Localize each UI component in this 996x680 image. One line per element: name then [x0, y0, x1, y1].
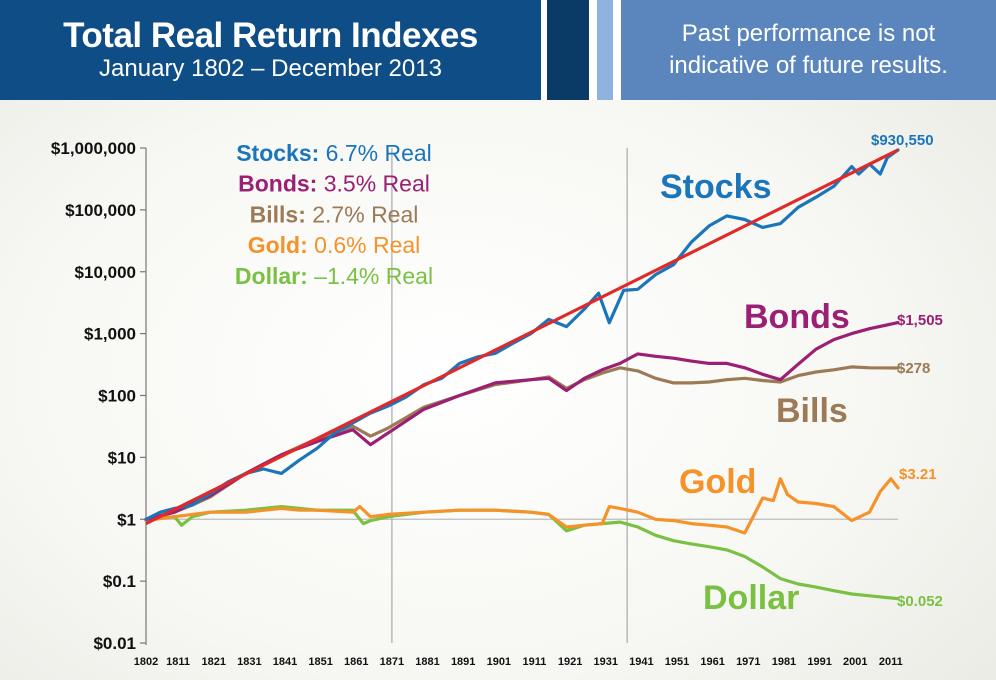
y-tick-label: $100,000	[65, 201, 136, 220]
x-tick-label: 1891	[451, 656, 475, 668]
y-tick-label: $1,000,000	[51, 139, 136, 158]
header-stripe	[589, 0, 597, 100]
stocks-series-label: Stocks	[660, 168, 772, 206]
stocks-series-line	[144, 148, 900, 521]
bills-series-line	[144, 365, 900, 521]
x-tick-label: 1971	[736, 656, 760, 668]
header-title-panel: Total Real Return Indexes January 1802 –…	[0, 0, 541, 100]
stocks-legend-value: 6.7% Real	[326, 140, 432, 166]
bills-legend-name: Bills:	[250, 201, 313, 227]
bills-series-label: Bills	[776, 392, 848, 430]
x-tick-label: 1921	[558, 656, 582, 668]
x-tick-label: 1881	[415, 656, 439, 668]
dollar-series-label: Dollar	[703, 579, 799, 617]
chart-subtitle: January 1802 – December 2013	[99, 55, 442, 82]
x-tick-label: 1931	[594, 656, 618, 668]
gold-legend-name: Gold:	[248, 232, 314, 258]
x-tick-label: 1831	[237, 656, 261, 668]
bonds-end-value-label: $1,505	[897, 312, 943, 329]
x-tick-label: 1901	[487, 656, 511, 668]
gold-legend-value: 0.6% Real	[314, 232, 420, 258]
x-tick-label: 1871	[380, 656, 404, 668]
bonds-series-label: Bonds	[744, 298, 850, 336]
dollar-legend-value: –1.4% Real	[314, 263, 433, 289]
x-tick-label: 2001	[843, 656, 867, 668]
disclaimer-line-1: Past performance is not	[681, 20, 936, 47]
y-tick-label: $100	[98, 387, 136, 406]
x-tick-label: 1821	[201, 656, 225, 668]
bills-legend-value: 2.7% Real	[312, 201, 418, 227]
gold-series-line	[144, 477, 900, 535]
x-tick-label: 1911	[523, 656, 547, 668]
dollar-series-line	[144, 505, 900, 601]
stocks-end-value-label: $930,550	[871, 132, 934, 149]
x-tick-label: 1851	[308, 656, 332, 668]
x-tick-label: 1941	[629, 656, 653, 668]
gold-legend-entry: Gold: 0.6% Real	[248, 232, 421, 258]
x-tick-label: 1991	[807, 656, 831, 668]
dollar-end-value-label: $0.052	[897, 593, 943, 610]
stocks-legend-entry: Stocks: 6.7% Real	[236, 140, 432, 166]
y-tick-label: $1,000	[84, 325, 136, 344]
gold-end-value-label: $3.21	[899, 466, 937, 483]
y-tick-label: $10	[108, 448, 136, 467]
y-tick-label: $1	[117, 510, 136, 529]
x-tick-label: 1961	[700, 656, 724, 668]
x-tick-label: 1841	[273, 656, 297, 668]
dollar-legend-name: Dollar:	[235, 263, 314, 289]
stocks-legend-name: Stocks:	[236, 140, 325, 166]
header-stripe	[597, 0, 613, 100]
header-stripe	[547, 0, 589, 100]
stocks-trend-line	[145, 148, 899, 526]
y-tick-label: $0.01	[93, 634, 136, 653]
y-tick-label: $0.1	[103, 572, 136, 591]
x-tick-label: 1811	[166, 656, 190, 668]
dollar-legend-entry: Dollar: –1.4% Real	[235, 263, 433, 289]
x-tick-label: 1861	[344, 656, 368, 668]
bills-legend-entry: Bills: 2.7% Real	[250, 201, 419, 227]
bonds-legend-entry: Bonds: 3.5% Real	[238, 171, 430, 197]
x-tick-label: 1802	[134, 656, 158, 668]
disclaimer-panel: Past performance is not indicative of fu…	[621, 0, 996, 100]
chart-title: Total Real Return Indexes	[63, 16, 478, 55]
bonds-legend-value: 3.5% Real	[324, 171, 430, 197]
x-tick-label: 2011	[879, 656, 903, 668]
header-stripe	[541, 0, 547, 100]
bonds-legend-name: Bonds:	[238, 171, 324, 197]
disclaimer-line-2: indicative of future results.	[669, 52, 948, 79]
x-tick-label: 1951	[665, 656, 689, 668]
gold-series-label: Gold	[679, 463, 756, 501]
x-tick-label: 1981	[772, 656, 796, 668]
y-tick-label: $10,000	[75, 263, 136, 282]
header-stripe	[613, 0, 621, 100]
bills-end-value-label: $278	[897, 360, 930, 377]
